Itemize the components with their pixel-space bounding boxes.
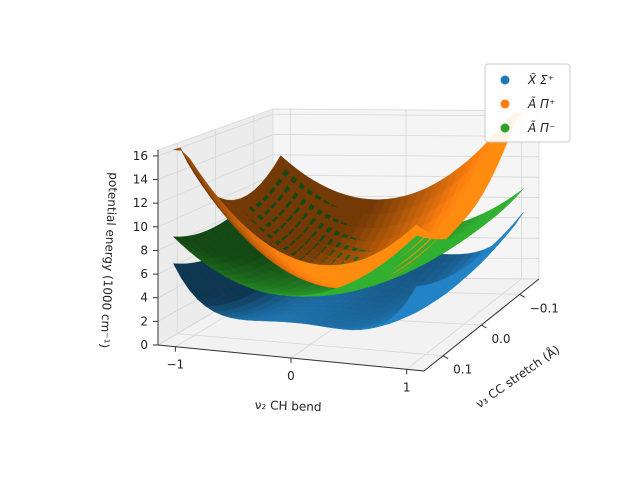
- legend-marker-orange: [500, 99, 510, 109]
- grid-line: [177, 333, 444, 357]
- grid-line: [272, 174, 539, 178]
- legend: X̃ Σ⁺ Ã Π⁺ Ã Π⁻: [484, 63, 571, 143]
- z-tick-label: 4: [140, 291, 148, 305]
- x-tick-label: 0: [287, 369, 295, 383]
- grid-line: [157, 154, 274, 204]
- y-tick-mark: [519, 293, 526, 298]
- surfaces: [172, 112, 525, 331]
- z-tick-label: 14: [133, 173, 148, 187]
- legend-label: Ã Π⁻: [527, 120, 555, 135]
- legend-entry-a-pi-plus: Ã Π⁺: [500, 96, 555, 111]
- legend-entry-x-sigma: X̃ Σ⁺: [500, 73, 554, 87]
- y-tick-label: 0.0: [491, 332, 510, 346]
- z-tick-label: 8: [140, 243, 148, 257]
- legend-label: Ã Π⁺: [527, 96, 555, 111]
- x-axis-label: ν₂ CH bend: [255, 398, 322, 414]
- surface-patch: [172, 236, 189, 245]
- z-tick-label: 2: [140, 314, 148, 328]
- y-tick-mark: [442, 355, 449, 360]
- legend-marker-blue: [500, 75, 510, 85]
- z-axis-label: potential energy (1000 cm⁻¹): [97, 172, 120, 348]
- x-tick-label: −1: [166, 358, 184, 372]
- x-tick-label: 1: [403, 380, 411, 394]
- z-tick-label: 0: [140, 338, 148, 352]
- surface-patch: [173, 147, 189, 161]
- axes: −1 0 1 0.1 0.0 −0.1 0 2 4 6 8 10 12 14 16: [133, 149, 559, 394]
- legend-marker-green: [500, 123, 510, 133]
- legend-label: X̃ Σ⁺: [527, 73, 554, 87]
- legend-entry-a-pi-minus: Ã Π⁻: [500, 120, 555, 135]
- y-tick-label: −0.1: [530, 301, 559, 315]
- z-tick-label: 10: [133, 220, 148, 234]
- grid-line: [157, 134, 274, 180]
- y-axis-label: ν₃ CC stretch (Å): [472, 342, 562, 411]
- y-tick-mark: [481, 324, 487, 329]
- y-tick-label: 0.1: [453, 363, 472, 377]
- z-tick-label: 6: [140, 267, 148, 281]
- z-tick-label: 12: [133, 196, 148, 210]
- z-tick-label: 16: [133, 149, 148, 163]
- surface-patch: [173, 263, 189, 279]
